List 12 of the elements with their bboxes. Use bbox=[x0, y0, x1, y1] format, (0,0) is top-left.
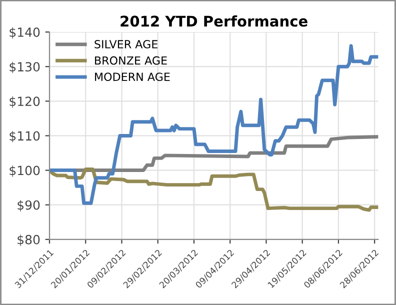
y-tick-label: $100 bbox=[10, 166, 40, 177]
chart-title: 2012 YTD Performance bbox=[120, 15, 308, 27]
y-tick-label: $110 bbox=[10, 130, 40, 142]
y-tick-label: $90 bbox=[18, 200, 40, 212]
y-tick-label: $130 bbox=[10, 62, 40, 74]
y-tick-label: $140 bbox=[10, 27, 40, 39]
y-tick-label: $80 bbox=[18, 234, 40, 246]
legend-label: BRONZE AGE bbox=[95, 56, 167, 65]
line-series bbox=[50, 168, 378, 212]
legend-label: MODERN AGE bbox=[95, 72, 170, 82]
y-tick-label: $120 bbox=[10, 96, 40, 108]
legend-label: SILVER AGE bbox=[94, 40, 158, 48]
